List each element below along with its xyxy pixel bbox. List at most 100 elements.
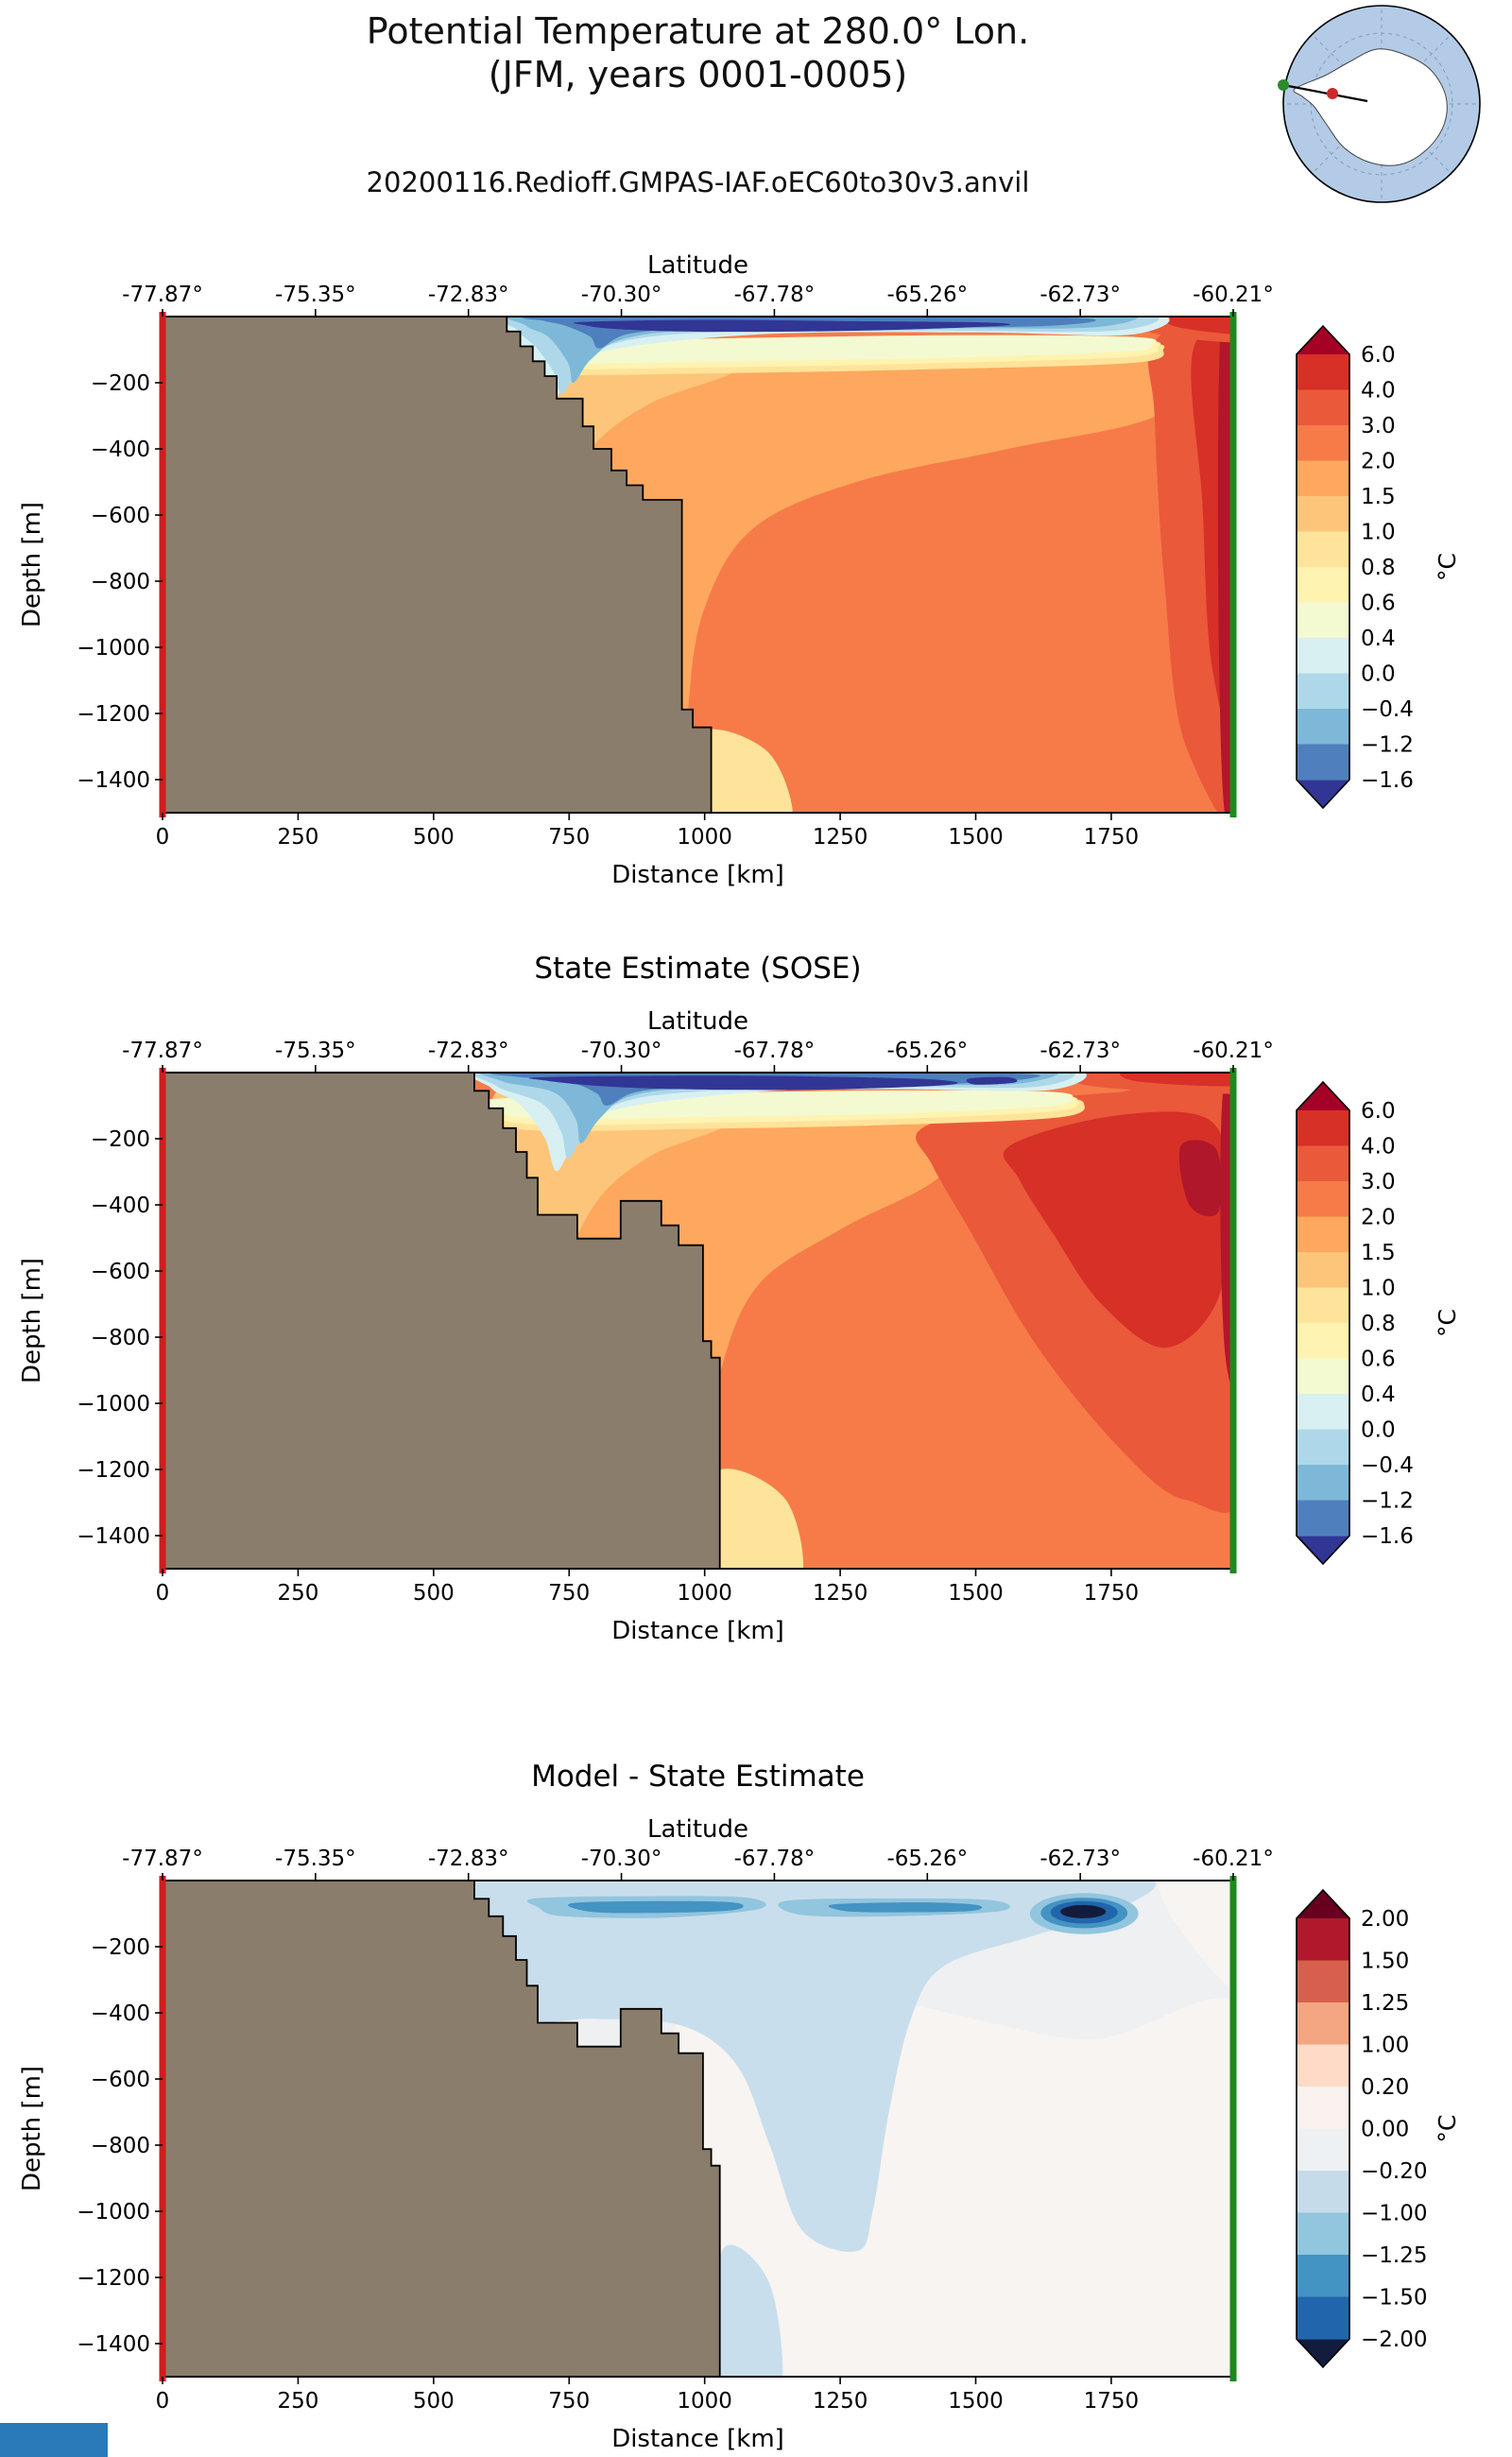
colorbar-tick-label: −0.20 bbox=[1361, 2159, 1427, 2184]
lat-tick-label: -72.83° bbox=[428, 1847, 509, 1871]
x-tick-label: 250 bbox=[277, 825, 318, 850]
lat-tick-label: -72.83° bbox=[428, 283, 509, 307]
lat-tick-label: -75.35° bbox=[275, 1039, 356, 1063]
y-tick-label: −1400 bbox=[77, 1524, 150, 1549]
lat-tick-label: -62.73° bbox=[1040, 1039, 1121, 1063]
temperature-region bbox=[573, 319, 1011, 333]
inset-transect-start-dot bbox=[1278, 79, 1289, 91]
x-axis-label: Distance [km] bbox=[611, 861, 784, 889]
colorbar-band bbox=[1297, 709, 1349, 746]
colorbar-tick-label: 0.6 bbox=[1361, 592, 1396, 616]
colorbar-band bbox=[1297, 425, 1349, 462]
colorbar-extend-low bbox=[1297, 1536, 1349, 1564]
colorbar-outline bbox=[1296, 1888, 1350, 2369]
colorbar-band bbox=[1297, 1145, 1349, 1182]
top-axis-label: Latitude bbox=[647, 251, 748, 280]
colorbar-tick-label: 2.0 bbox=[1361, 450, 1396, 474]
lat-tick-label: -65.26° bbox=[886, 1039, 968, 1063]
x-tick-label: 750 bbox=[548, 1581, 590, 1606]
y-tick-label: −600 bbox=[91, 504, 150, 528]
x-tick-label: 1750 bbox=[1084, 2389, 1140, 2414]
y-tick-label: −800 bbox=[91, 2134, 150, 2158]
colorbar-tick-label: −0.4 bbox=[1361, 697, 1414, 722]
colorbar-band bbox=[1297, 1960, 1349, 2003]
temperature-region bbox=[1060, 1904, 1107, 1918]
lat-tick-label: -72.83° bbox=[428, 1039, 509, 1063]
x-tick-label: 1250 bbox=[813, 825, 868, 850]
y-tick-label: −600 bbox=[91, 1260, 150, 1284]
colorbar-band bbox=[1297, 1918, 1349, 1962]
bottom-left-blue-artifact bbox=[0, 2423, 108, 2457]
x-tick-label: 1000 bbox=[677, 825, 732, 850]
colorbar-tick-label: 6.0 bbox=[1361, 343, 1396, 368]
y-tick-label: −1400 bbox=[77, 2332, 150, 2357]
colorbar-tick-label: 1.5 bbox=[1361, 1241, 1396, 1265]
colorbar-tick-label: 0.4 bbox=[1361, 627, 1396, 651]
antarctica-inset-map bbox=[1278, 5, 1481, 203]
x-tick-label: 250 bbox=[277, 1581, 318, 1606]
x-tick-label: 0 bbox=[156, 1581, 170, 1606]
colorbar-band bbox=[1297, 531, 1349, 568]
x-tick-label: 500 bbox=[413, 825, 455, 850]
lat-tick-label: -65.26° bbox=[886, 1847, 968, 1871]
x-tick-label: 500 bbox=[413, 2389, 455, 2414]
temperature-region bbox=[1159, 1881, 1233, 1992]
x-tick-label: 250 bbox=[277, 2389, 318, 2414]
colorbar-tick-label: 0.20 bbox=[1361, 2075, 1409, 2100]
figure-title-line2: (JFM, years 0001-0005) bbox=[488, 54, 908, 95]
colorbar-band bbox=[1297, 2087, 1349, 2130]
colorbar-band bbox=[1297, 673, 1349, 710]
y-tick-label: −1400 bbox=[77, 768, 150, 793]
colorbar-band bbox=[1297, 602, 1349, 639]
colorbar-tick-label: 1.0 bbox=[1361, 521, 1396, 545]
colorbar-tick-label: 0.6 bbox=[1361, 1348, 1396, 1372]
x-axis-label: Distance [km] bbox=[611, 1617, 784, 1645]
colorbar-band bbox=[1297, 354, 1349, 391]
colorbar-tick-label: 0.8 bbox=[1361, 1312, 1396, 1336]
colorbar-band bbox=[1297, 460, 1349, 497]
x-tick-label: 0 bbox=[156, 2389, 170, 2414]
lat-tick-label: -62.73° bbox=[1040, 283, 1121, 307]
panel-title: State Estimate (SOSE) bbox=[534, 952, 861, 986]
y-axis-label: Depth [m] bbox=[18, 1258, 46, 1383]
lat-tick-label: -77.87° bbox=[122, 1847, 203, 1871]
colorbar-band bbox=[1297, 2171, 1349, 2214]
temperature-region bbox=[488, 317, 1170, 404]
lat-tick-label: -60.21° bbox=[1193, 283, 1274, 307]
temperature-region bbox=[568, 1900, 744, 1914]
top-axis-label: Latitude bbox=[647, 1007, 748, 1036]
lat-tick-label: -75.35° bbox=[275, 283, 356, 307]
colorbar-band bbox=[1297, 1181, 1349, 1218]
colorbar-title: °C bbox=[1434, 1309, 1461, 1337]
x-tick-label: 1750 bbox=[1084, 1581, 1140, 1606]
inset-transect-line bbox=[1282, 83, 1368, 103]
inset-transect-end-dot bbox=[1327, 88, 1338, 99]
colorbar-tick-label: −1.6 bbox=[1361, 768, 1414, 793]
colorbar-band bbox=[1297, 567, 1349, 604]
lat-tick-label: -60.21° bbox=[1193, 1847, 1274, 1871]
colorbar-tick-label: 4.0 bbox=[1361, 379, 1396, 404]
colorbar-tick-label: 2.0 bbox=[1361, 1206, 1396, 1230]
x-tick-label: 1000 bbox=[677, 1581, 732, 1606]
panel-title: Model - State Estimate bbox=[531, 1760, 865, 1794]
colorbar-band bbox=[1297, 1429, 1349, 1466]
colorbar-tick-label: −1.25 bbox=[1361, 2243, 1427, 2268]
colorbar-band bbox=[1297, 496, 1349, 533]
y-tick-label: −400 bbox=[91, 438, 150, 462]
colorbar-band bbox=[1297, 638, 1349, 675]
colorbar-tick-label: 0.0 bbox=[1361, 1418, 1396, 1443]
lat-tick-label: -67.78° bbox=[734, 1039, 816, 1063]
colorbar-extend-high bbox=[1297, 1890, 1349, 1918]
x-tick-label: 0 bbox=[156, 825, 170, 850]
y-tick-label: −800 bbox=[91, 1326, 150, 1350]
y-axis-label: Depth [m] bbox=[18, 502, 46, 627]
temperature-region bbox=[1220, 1073, 1233, 1394]
temperature-region bbox=[1163, 317, 1233, 335]
lat-tick-label: -65.26° bbox=[886, 283, 968, 307]
colorbar-outline bbox=[1296, 1080, 1350, 1566]
y-tick-label: −1200 bbox=[77, 2266, 150, 2291]
colorbar-tick-label: 0.0 bbox=[1361, 662, 1396, 687]
colorbar-band bbox=[1297, 1465, 1349, 1502]
figure-title-line1: Potential Temperature at 280.0° Lon. bbox=[366, 10, 1030, 52]
